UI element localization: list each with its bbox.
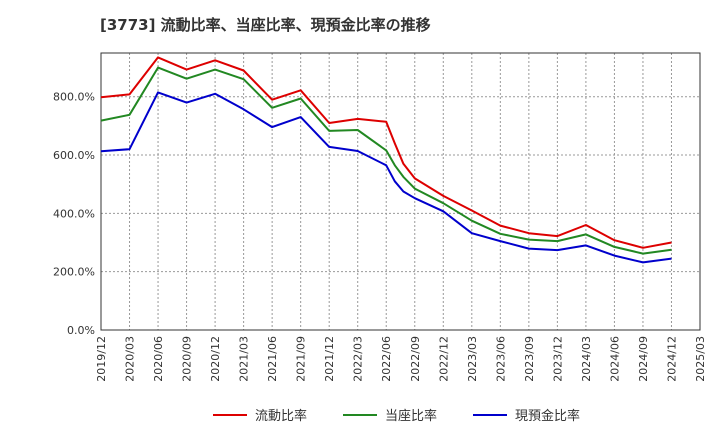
legend-label: 流動比率 [255,408,307,424]
x-tick-label: 2023/06 [494,336,507,382]
x-tick-label: 2024/09 [637,336,650,382]
x-tick-label: 2023/12 [551,336,564,382]
y-tick-label: 600.0% [53,149,95,162]
legend-label: 現預金比率 [515,408,580,424]
legend-item-3[interactable]: 現預金比率 [473,408,580,424]
y-tick-label: 0.0% [67,324,95,337]
series-line-3 [100,91,672,264]
x-tick-label: 2021/06 [266,336,279,382]
x-tick-label: 2023/03 [466,336,479,382]
x-tick-label: 2019/12 [95,336,108,382]
y-tick-label: 800.0% [53,91,95,104]
x-tick-label: 2021/12 [323,336,336,382]
x-tick-label: 2020/03 [124,336,137,382]
chart-title: [3773] 流動比率、当座比率、現預金比率の推移 [100,16,431,34]
x-tick-label: 2024/12 [665,336,678,382]
y-tick-label: 200.0% [53,266,95,279]
x-tick-label: 2021/09 [295,336,308,382]
series-lines [100,56,672,264]
legend-label: 当座比率 [385,408,437,424]
y-tick-label: 400.0% [53,207,95,220]
x-axis-ticks: 2019/12 2020/03 2020/06 2020/09 2020/12 2021/… [95,336,707,382]
legend-item-2[interactable]: 当座比率 [343,408,437,424]
y-axis-ticks: 0.0% 200.0% 400.0% 600.0% 800.0% [53,91,95,337]
x-tick-label: 2021/03 [238,336,251,382]
x-tick-label: 2022/06 [380,336,393,382]
axes [100,52,701,331]
x-tick-label: 2025/03 [694,336,707,382]
x-tick-label: 2022/12 [437,336,450,382]
legend-item-1[interactable]: 流動比率 [213,408,307,424]
x-tick-label: 2022/09 [409,336,422,382]
series-line-1 [100,56,672,249]
x-tick-label: 2022/03 [352,336,365,382]
x-tick-label: 2023/09 [523,336,536,382]
grid [101,53,700,330]
x-tick-label: 2020/09 [181,336,194,382]
x-tick-label: 2024/06 [608,336,621,382]
x-tick-label: 2020/06 [152,336,165,382]
x-tick-label: 2024/03 [580,336,593,382]
legend[interactable]: 流動比率 当座比率 現預金比率 [213,408,580,424]
series-line-2 [100,66,672,255]
plot-border [100,52,701,331]
x-tick-label: 2020/12 [209,336,222,382]
